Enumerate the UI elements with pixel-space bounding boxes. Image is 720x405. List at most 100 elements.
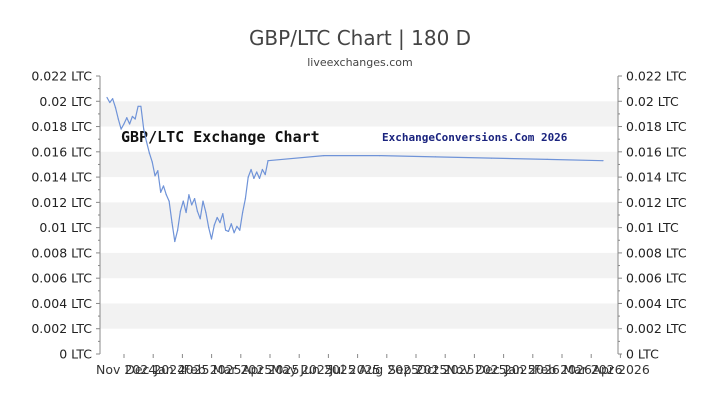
y-tick-label-right: 0 LTC — [626, 347, 659, 362]
y-axis-left-labels: 0 LTC 0.002 LTC 0.004 LTC 0.006 LTC 0.008 LT… — [31, 69, 92, 362]
data-point — [434, 156, 437, 158]
data-point — [160, 191, 162, 193]
x-tick-label: Aug 2025 — [359, 362, 419, 377]
y-tick-label-right: 0.016 LTC — [626, 144, 687, 159]
data-point — [148, 152, 150, 154]
data-point — [236, 225, 238, 227]
y-tick-label-left: 0.008 LTC — [31, 245, 92, 260]
data-point — [143, 128, 145, 130]
y-tick-label-right: 0.008 LTC — [626, 245, 687, 260]
data-point — [177, 229, 179, 231]
x-tick-label: May 2025 — [271, 362, 333, 377]
data-point — [253, 177, 255, 179]
data-point — [168, 200, 170, 202]
x-tick-label: Dec 2024 — [125, 362, 185, 377]
y-tick-label-right: 0.02 LTC — [626, 94, 679, 109]
data-point — [165, 194, 167, 196]
data-point — [123, 123, 125, 125]
data-point — [227, 230, 230, 233]
data-point — [179, 210, 182, 212]
watermark-right: ExchangeConversions.Com 2026 — [382, 131, 568, 144]
data-point — [219, 221, 221, 224]
data-point — [171, 221, 173, 224]
y-tick-label-left: 0.016 LTC — [31, 144, 92, 159]
y-tick-label-right: 0.018 LTC — [626, 119, 687, 134]
data-point — [191, 204, 193, 206]
data-point — [137, 105, 139, 107]
y-tick-label-right: 0.014 LTC — [626, 170, 687, 185]
chart-title: GBP/LTC Chart | 180 D — [248, 26, 472, 50]
x-tick-label: Sep 2025 — [388, 362, 447, 377]
data-point — [145, 141, 148, 143]
y-tick-label-left: 0.02 LTC — [39, 94, 92, 109]
data-point — [140, 105, 142, 107]
y-tick-label-right: 0.006 LTC — [626, 271, 687, 286]
data-point — [174, 240, 176, 243]
data-point — [213, 224, 215, 226]
y-tick-label-left: 0.002 LTC — [31, 321, 92, 336]
data-point — [264, 173, 266, 176]
y-tick-label-right: 0.022 LTC — [626, 69, 687, 84]
x-tick-label: Jan 2026 — [504, 362, 560, 377]
x-tick-label: Apr 2026 — [592, 362, 649, 377]
data-point — [261, 168, 263, 171]
grid-band — [100, 101, 618, 127]
x-tick-label: Nov 2024 — [96, 362, 156, 377]
series-line — [106, 97, 604, 243]
data-point — [267, 160, 269, 162]
data-point — [208, 227, 210, 229]
x-tick-label: Apr 2025 — [242, 362, 299, 377]
data-point — [239, 229, 241, 231]
grid-band — [100, 252, 618, 279]
data-point — [106, 96, 108, 99]
data-point — [210, 238, 213, 240]
data-point — [117, 118, 119, 120]
x-tick-label: Mar 2026 — [563, 362, 622, 377]
axes — [96, 75, 622, 358]
data-point — [230, 223, 232, 225]
data-point — [546, 158, 548, 160]
grid-band — [100, 303, 618, 329]
data-point — [250, 168, 252, 171]
x-tick-label: Oct 2025 — [417, 362, 474, 377]
grid-bands — [100, 101, 618, 329]
data-point — [154, 175, 156, 177]
data-point — [247, 176, 249, 178]
x-tick-label: Jun 2025 — [299, 362, 355, 377]
data-point — [112, 98, 114, 100]
data-point — [114, 106, 117, 109]
data-point — [244, 197, 247, 200]
data-point — [202, 200, 204, 202]
data-point — [379, 155, 381, 157]
data-point — [193, 197, 196, 200]
data-point — [120, 128, 122, 130]
grid-band — [100, 202, 618, 228]
data-point — [131, 115, 134, 118]
data-point — [256, 171, 258, 173]
x-tick-label: Jul 2025 — [329, 362, 381, 377]
data-point — [196, 210, 198, 212]
y-tick-label-left: 0.006 LTC — [31, 271, 92, 286]
data-point — [258, 177, 261, 179]
data-point — [188, 194, 190, 196]
x-tick-label: Feb 2025 — [184, 362, 242, 377]
y-tick-label-right: 0.004 LTC — [626, 296, 687, 311]
y-tick-label-left: 0.014 LTC — [31, 170, 92, 185]
y-tick-label-left: 0.022 LTC — [31, 69, 92, 84]
data-point — [185, 211, 187, 214]
data-point — [199, 218, 201, 220]
data-point — [162, 185, 165, 187]
data-point — [233, 232, 235, 234]
data-point — [216, 216, 218, 219]
data-point — [225, 229, 227, 231]
y-tick-label-left: 0.01 LTC — [39, 220, 92, 235]
watermark-left: GBP/LTC Exchange Chart — [121, 128, 320, 146]
data-point — [128, 123, 131, 125]
data-point — [134, 118, 136, 120]
y-tick-label-left: 0 LTC — [59, 347, 92, 362]
y-tick-label-left: 0.018 LTC — [31, 119, 92, 134]
x-tick-label: Mar 2025 — [213, 362, 272, 377]
data-point — [182, 200, 184, 202]
data-point — [222, 213, 224, 215]
